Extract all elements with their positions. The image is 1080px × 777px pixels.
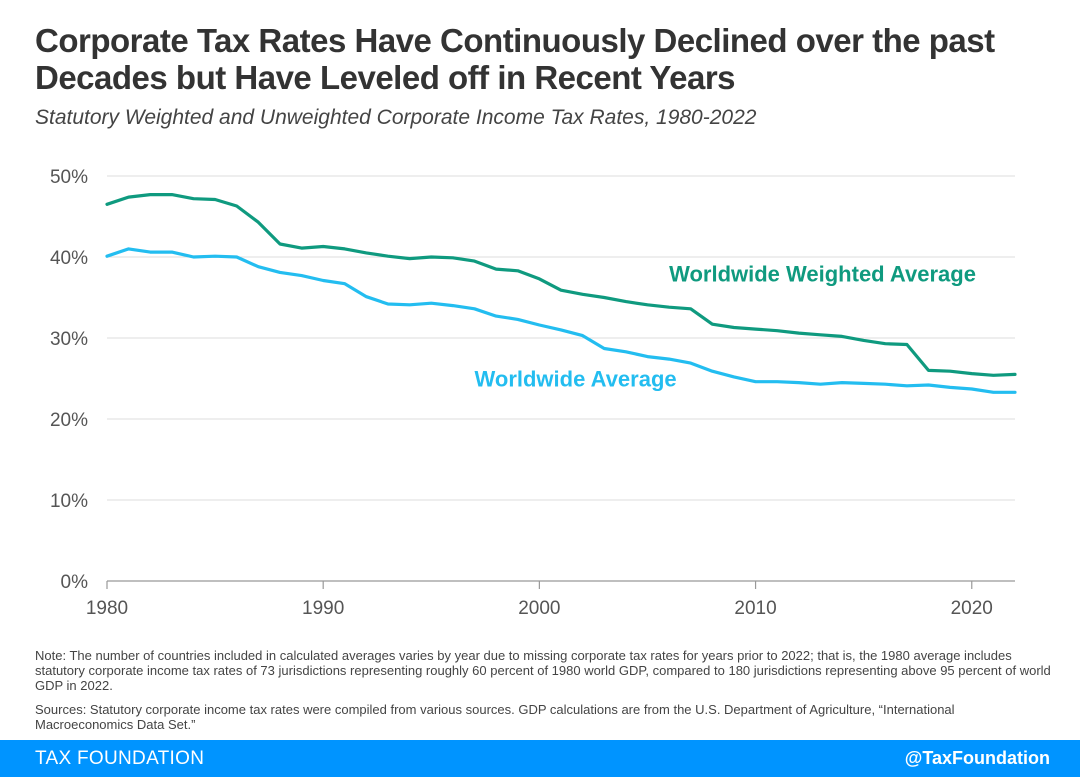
y-axis-tick-labels: 0% 10% 20% 30% 40% 50% — [50, 167, 88, 593]
series-label: Worldwide Weighted Average — [669, 261, 976, 286]
footnote-sources: Sources: Statutory corporate income tax … — [35, 702, 955, 732]
series-lines — [105, 193, 1017, 394]
x-tick-label: 2000 — [518, 598, 560, 619]
y-tick-label: 30% — [50, 329, 88, 350]
y-tick-label: 40% — [50, 248, 88, 269]
series-line-worldwide-weighted-average — [105, 193, 1017, 377]
chart-title: Corporate Tax Rates Have Continuously De… — [35, 22, 995, 96]
x-tick-label: 2010 — [734, 598, 776, 619]
footer-handle[interactable]: @TaxFoundation — [904, 748, 1050, 768]
x-axis: 1980 1990 2000 2010 2020 — [86, 580, 1015, 619]
chart-subtitle: Statutory Weighted and Unweighted Corpor… — [35, 106, 757, 129]
x-tick-label: 1980 — [86, 598, 128, 619]
y-tick-label: 0% — [61, 572, 89, 593]
x-tick-label: 1990 — [302, 598, 344, 619]
series-annotations: Worldwide Weighted Average Worldwide Aver… — [475, 261, 976, 391]
y-tick-label: 50% — [50, 167, 88, 188]
y-tick-label: 20% — [50, 410, 88, 431]
x-tick-label: 2020 — [951, 598, 993, 619]
footer-brand: TAX FOUNDATION — [35, 748, 205, 769]
footnote-note: Note: The number of countries included i… — [35, 648, 1051, 693]
grid-lines — [107, 175, 1015, 501]
series-label: Worldwide Average — [475, 367, 677, 392]
y-tick-label: 10% — [50, 491, 88, 512]
series-line-worldwide-average — [105, 247, 1017, 394]
footer-bar: TAX FOUNDATION @TaxFoundation — [0, 740, 1080, 777]
line-chart: 0% 10% 20% 30% 40% 50% 1980 1990 2000 2010 2020 W… — [50, 167, 1017, 619]
